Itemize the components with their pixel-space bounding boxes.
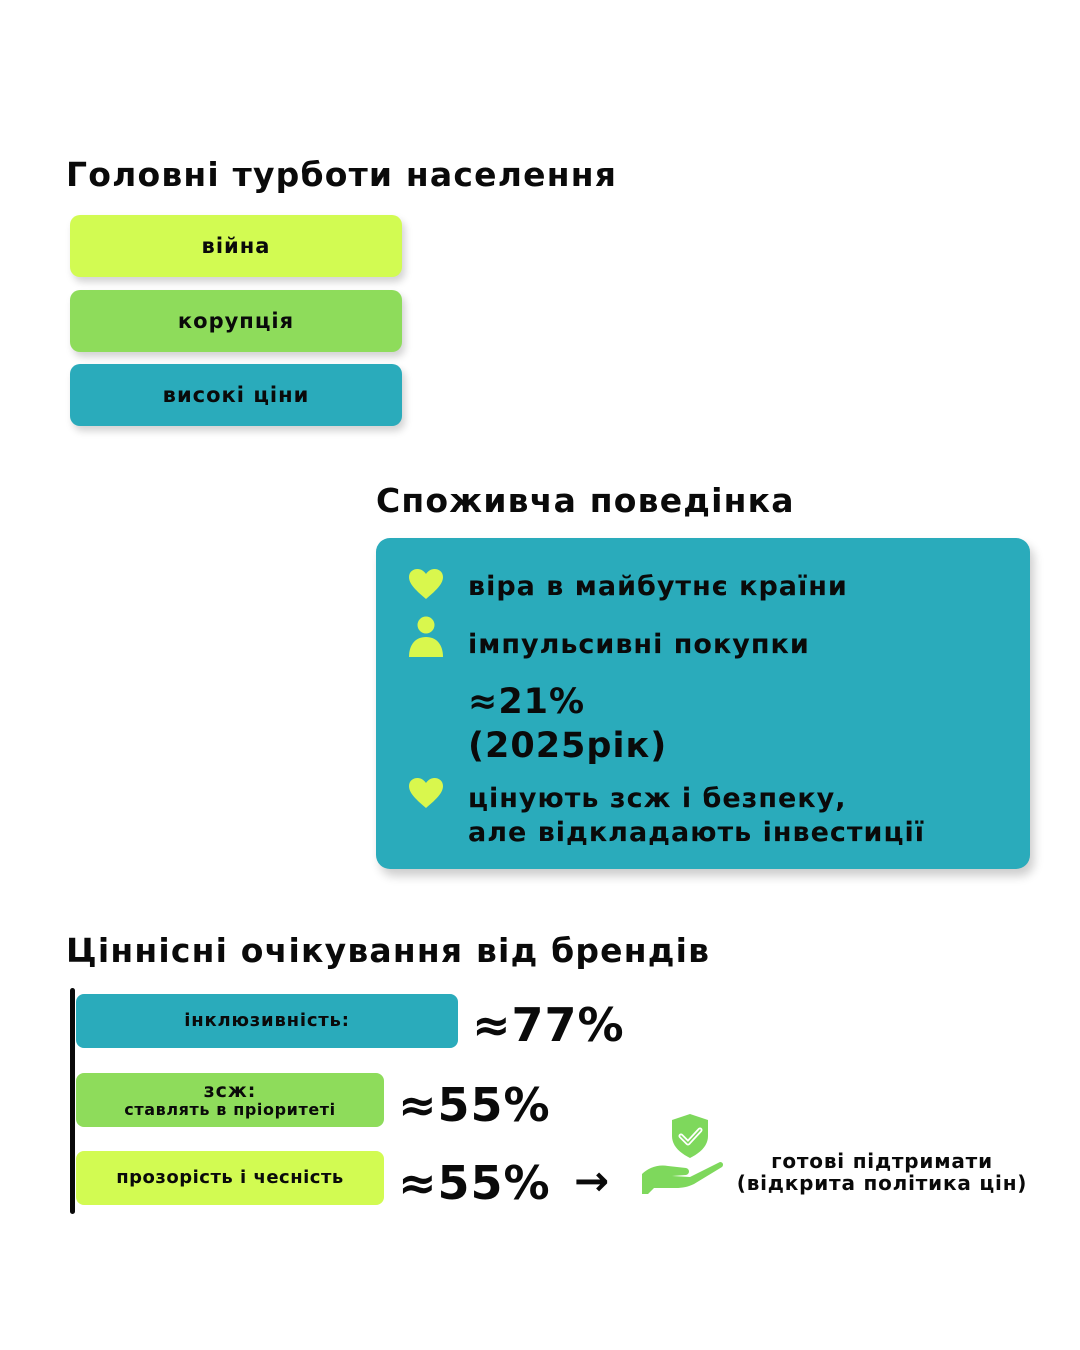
behavior-values-line2: але відкладають інвестиції — [468, 817, 925, 848]
support-line2: (відкрита політика цін) — [736, 1171, 1028, 1196]
behavior-card: віра в майбутнє країни імпульсивні покуп… — [376, 538, 1030, 869]
concern-label: високі ціни — [162, 383, 310, 407]
bar-inclusivity: інклюзивність: — [76, 994, 458, 1048]
bar-transparency: прозорість і чесність — [76, 1151, 384, 1205]
bar-label: інклюзивність: — [184, 1009, 350, 1031]
behavior-impulse-text: імпульсивні покупки — [468, 629, 810, 660]
bar-value-healthy-lifestyle: ≈55% — [398, 1078, 551, 1132]
concern-high-prices: високі ціни — [70, 364, 402, 426]
expectations-title: Ціннісні очікування від брендів — [66, 931, 711, 970]
support-note: готові підтримати (відкрита політика цін… — [734, 1150, 1030, 1195]
bar-label: прозорість і чесність — [116, 1166, 344, 1188]
person-icon — [408, 616, 444, 662]
concern-war: війна — [70, 215, 402, 277]
heart-icon — [408, 568, 444, 604]
support-line1: готові підтримати — [771, 1149, 993, 1173]
arrow-right-icon: → — [574, 1156, 611, 1205]
bar-label-sub: ставлять в пріоритеті — [124, 1099, 336, 1119]
impulse-stat: ≈21% — [468, 682, 586, 722]
concern-label: війна — [201, 234, 271, 258]
behavior-title: Споживча поведінка — [376, 481, 795, 520]
bar-label-main: зсж: — [203, 1079, 257, 1102]
bar-value-inclusivity: ≈77% — [472, 998, 625, 1052]
heart-icon — [408, 777, 444, 813]
bars-axis-line — [70, 988, 75, 1214]
behavior-faith-text: віра в майбутнє країни — [468, 571, 848, 602]
impulse-stat-year: (2025рік) — [468, 726, 668, 766]
concern-corruption: корупція — [70, 290, 402, 352]
bar-healthy-lifestyle: зсж: ставлять в пріоритеті — [76, 1073, 384, 1127]
concern-label: корупція — [177, 309, 295, 333]
shield-check-hand-icon — [638, 1112, 724, 1200]
behavior-values-line1: цінують зсж і безпеку, — [468, 783, 847, 814]
concerns-title: Головні турботи населення — [66, 155, 618, 194]
bar-value-transparency: ≈55% — [398, 1156, 551, 1210]
